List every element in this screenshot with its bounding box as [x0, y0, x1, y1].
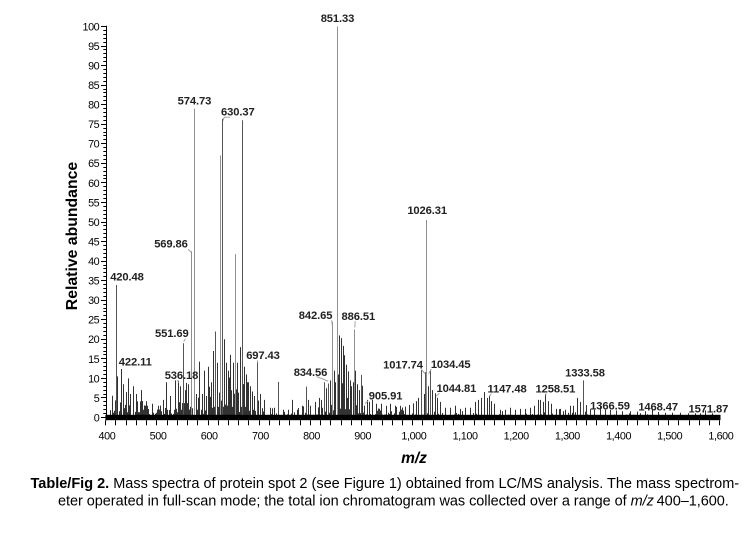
svg-text:95: 95 — [88, 41, 100, 53]
svg-text:100: 100 — [82, 21, 99, 33]
svg-text:Relative abundance: Relative abundance — [64, 162, 81, 311]
svg-text:420.48: 420.48 — [110, 272, 144, 284]
svg-text:80: 80 — [88, 100, 100, 112]
svg-text:905.91: 905.91 — [369, 390, 403, 402]
svg-text:400: 400 — [98, 430, 115, 442]
svg-text:422.11: 422.11 — [119, 356, 152, 368]
svg-text:0: 0 — [94, 412, 100, 424]
svg-text:800: 800 — [303, 430, 320, 442]
svg-text:45: 45 — [88, 236, 100, 248]
svg-text:m/z: m/z — [401, 450, 427, 467]
svg-text:1026.31: 1026.31 — [407, 205, 447, 217]
svg-text:30: 30 — [88, 295, 100, 307]
svg-text:1366.59: 1366.59 — [590, 400, 630, 412]
svg-text:1,600: 1,600 — [708, 430, 733, 442]
svg-text:900: 900 — [354, 430, 371, 442]
svg-text:10: 10 — [88, 373, 100, 385]
svg-text:90: 90 — [88, 61, 100, 73]
svg-text:1468.47: 1468.47 — [638, 402, 678, 414]
svg-text:40: 40 — [88, 256, 100, 268]
svg-text:20: 20 — [88, 334, 100, 346]
svg-text:65: 65 — [88, 158, 100, 170]
svg-text:600: 600 — [201, 430, 218, 442]
svg-text:55: 55 — [88, 197, 100, 209]
svg-text:35: 35 — [88, 276, 100, 288]
svg-text:1044.81: 1044.81 — [437, 383, 477, 395]
svg-text:15: 15 — [88, 354, 100, 366]
svg-text:842.65: 842.65 — [299, 310, 333, 322]
svg-text:5: 5 — [94, 393, 100, 405]
svg-text:851.33: 851.33 — [321, 13, 355, 25]
svg-text:Table/Fig 2. Mass spectra of p: Table/Fig 2. Mass spectra of protein spo… — [31, 476, 740, 492]
svg-text:85: 85 — [88, 80, 100, 92]
svg-text:75: 75 — [88, 119, 100, 131]
svg-text:1,300: 1,300 — [555, 430, 580, 442]
svg-text:574.73: 574.73 — [178, 96, 212, 108]
svg-text:697.43: 697.43 — [246, 350, 280, 362]
svg-text:1,000: 1,000 — [401, 430, 426, 442]
svg-text:834.56: 834.56 — [294, 367, 328, 379]
svg-text:1571.87: 1571.87 — [689, 403, 729, 415]
svg-text:536.18: 536.18 — [165, 370, 199, 382]
svg-text:551.69: 551.69 — [155, 328, 189, 340]
svg-text:eter operated in full-scan mod: eter operated in full-scan mode; the tot… — [58, 494, 729, 510]
svg-text:1,500: 1,500 — [657, 430, 682, 442]
svg-text:1017.74: 1017.74 — [383, 360, 424, 372]
svg-text:25: 25 — [88, 315, 100, 327]
svg-text:886.51: 886.51 — [341, 311, 375, 323]
svg-text:700: 700 — [252, 430, 269, 442]
svg-text:60: 60 — [88, 178, 100, 190]
svg-text:1333.58: 1333.58 — [565, 367, 605, 379]
svg-text:70: 70 — [88, 139, 100, 151]
svg-text:1,400: 1,400 — [606, 430, 631, 442]
svg-text:1,200: 1,200 — [504, 430, 529, 442]
svg-text:1258.51: 1258.51 — [536, 383, 576, 395]
svg-text:569.86: 569.86 — [154, 239, 188, 251]
svg-text:50: 50 — [88, 217, 100, 229]
svg-text:500: 500 — [150, 430, 167, 442]
svg-text:630.37: 630.37 — [221, 106, 255, 118]
svg-text:1,100: 1,100 — [453, 430, 478, 442]
svg-text:1034.45: 1034.45 — [431, 359, 471, 371]
svg-text:1147.48: 1147.48 — [487, 383, 526, 395]
